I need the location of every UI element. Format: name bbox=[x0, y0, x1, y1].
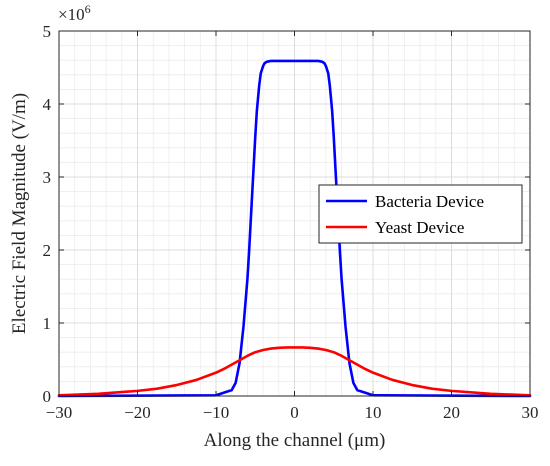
x-axis-label: Along the channel (μm) bbox=[204, 430, 386, 451]
x-tick-label: −10 bbox=[203, 403, 230, 422]
y-exponent-base: ×10 bbox=[58, 5, 85, 24]
tick-labels: −30 −20 −10 0 10 20 30 0 1 2 3 4 5 bbox=[43, 22, 539, 422]
y-tick-label: 4 bbox=[43, 95, 52, 114]
x-tick-label: −20 bbox=[124, 403, 151, 422]
x-tick-label: 10 bbox=[365, 403, 382, 422]
x-tick-label: 30 bbox=[522, 403, 539, 422]
y-tick-label: 2 bbox=[43, 241, 52, 260]
x-tick-label: 0 bbox=[290, 403, 299, 422]
series-layer bbox=[57, 59, 532, 398]
legend-box bbox=[318, 184, 523, 244]
legend: Bacteria Device Yeast Device bbox=[318, 184, 523, 244]
legend-label-bacteria: Bacteria Device bbox=[375, 192, 484, 211]
axis-ticks bbox=[58, 30, 531, 397]
y-axis-label: Electric Field Magnitude (V/m) bbox=[9, 93, 30, 334]
legend-label-yeast: Yeast Device bbox=[375, 218, 464, 237]
x-tick-label: −30 bbox=[46, 403, 73, 422]
series-line-yeast bbox=[57, 346, 532, 397]
y-tick-label: 1 bbox=[43, 314, 52, 333]
y-exponent-label: ×106 bbox=[58, 2, 91, 24]
series-line-bacteria bbox=[57, 59, 532, 398]
x-tick-label: 20 bbox=[443, 403, 460, 422]
y-exponent-power: 6 bbox=[85, 2, 91, 16]
y-tick-label: 5 bbox=[43, 22, 52, 41]
y-tick-label: 0 bbox=[43, 387, 52, 406]
y-tick-label: 3 bbox=[43, 168, 52, 187]
